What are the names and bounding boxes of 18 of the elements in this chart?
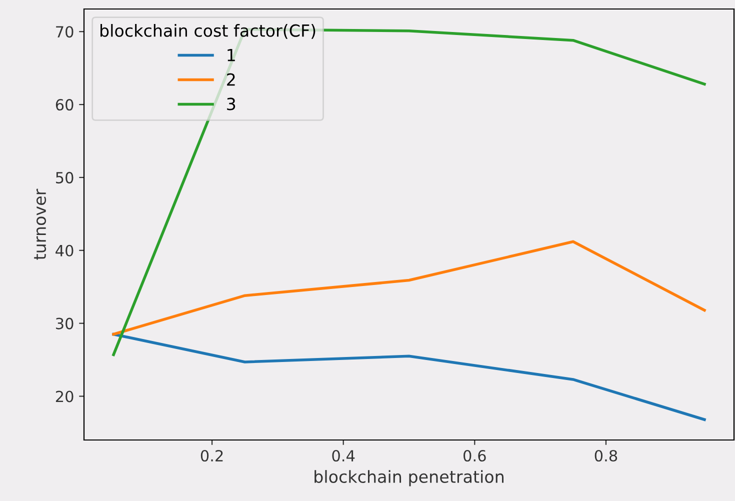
y-tick-label: 40 <box>56 244 74 256</box>
x-tick-label: 0.8 <box>594 450 618 462</box>
legend-label: 1 <box>228 48 235 62</box>
legend-title: blockchain cost factor(CF) <box>100 24 316 39</box>
legend-label: 2 <box>227 73 235 86</box>
y-tick-label: 20 <box>56 390 74 402</box>
y-tick-label: 70 <box>56 26 74 38</box>
x-tick-label: 0.2 <box>200 450 223 462</box>
y-tick-label: 30 <box>56 318 74 330</box>
y-tick-label: 50 <box>56 172 74 184</box>
x-tick-label: 0.4 <box>332 450 355 462</box>
line-series <box>112 240 706 336</box>
x-axis-title: blockchain penetration <box>314 470 504 486</box>
line-series <box>112 332 706 421</box>
y-axis-title: turnover <box>34 188 46 260</box>
x-tick-label: 0.6 <box>464 450 486 462</box>
y-tick-label: 60 <box>56 99 74 111</box>
legend-label: 3 <box>227 98 236 110</box>
